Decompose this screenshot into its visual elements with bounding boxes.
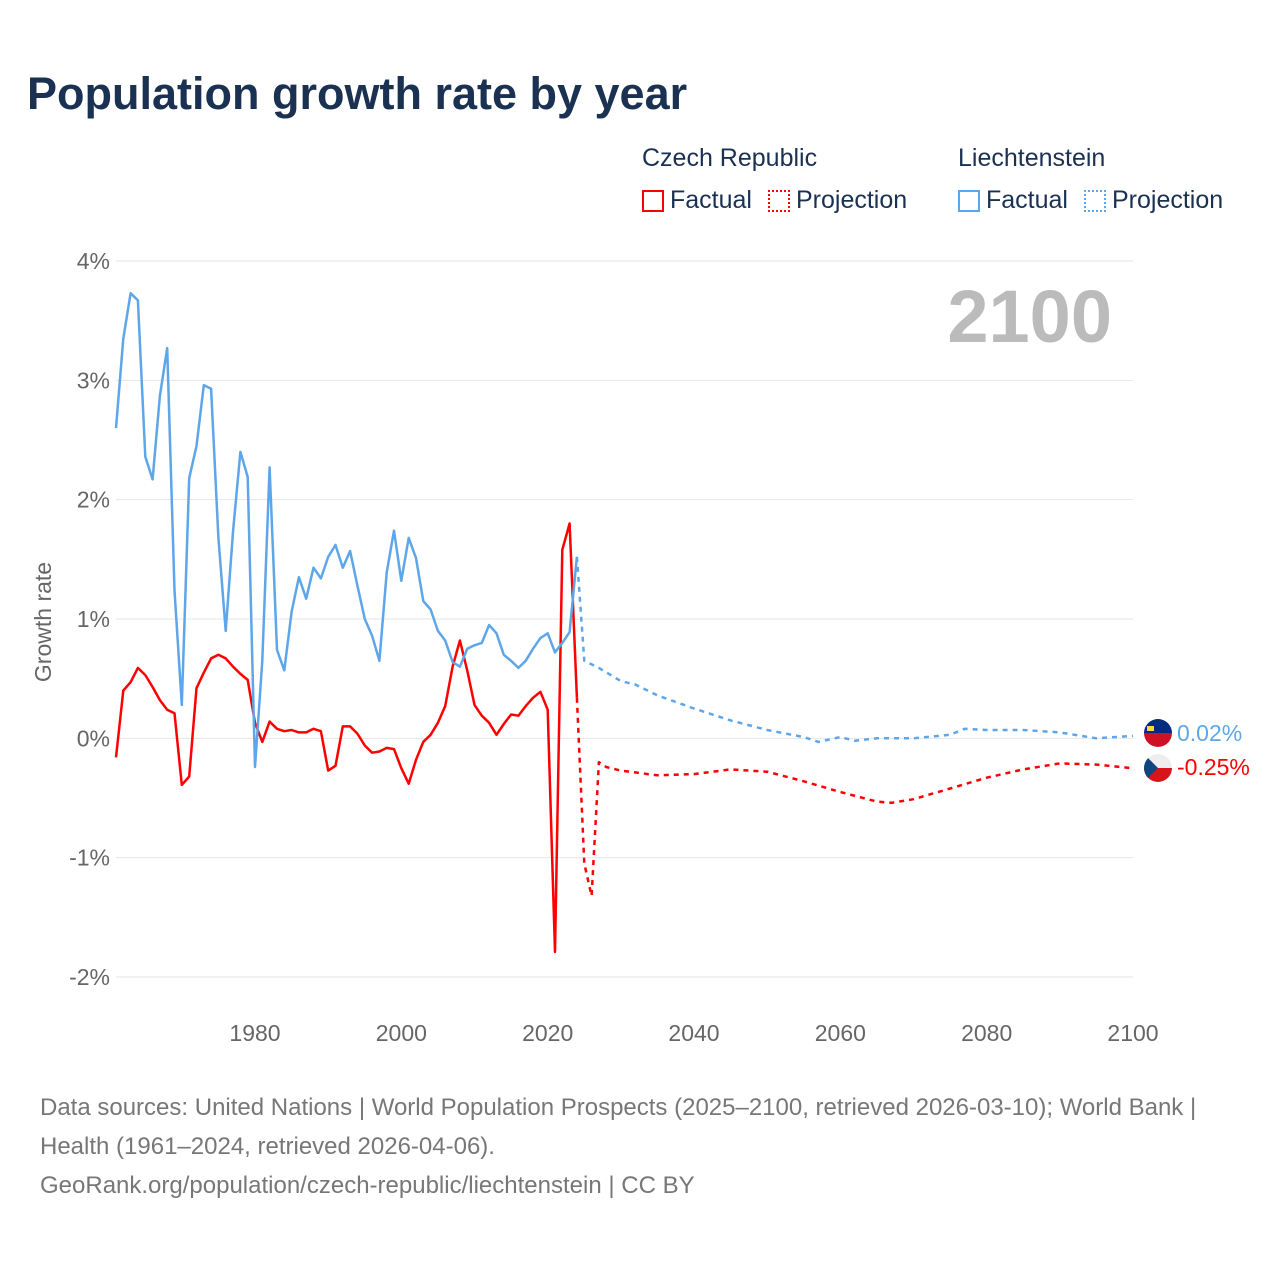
liechtenstein-end-label: 0.02% bbox=[1177, 720, 1242, 746]
legend-label: Factual bbox=[670, 186, 752, 214]
legend-label: Projection bbox=[1111, 186, 1224, 214]
x-tick-label: 2000 bbox=[376, 1020, 427, 1046]
liechtenstein-flag-icon bbox=[1144, 719, 1172, 747]
x-tick-label: 2040 bbox=[668, 1020, 719, 1046]
x-tick-label: 2100 bbox=[1107, 1020, 1158, 1046]
y-tick-label: -1% bbox=[69, 845, 110, 871]
solid-swatch-icon bbox=[958, 189, 980, 212]
x-tick-label: 2060 bbox=[815, 1020, 866, 1046]
czech-republic-projection-line bbox=[575, 697, 1134, 898]
legend-label: Projection bbox=[795, 186, 908, 214]
liechtenstein-factual-line bbox=[114, 291, 579, 769]
legend-group-liechtenstein: Liechtenstein Factual Projection bbox=[958, 144, 1223, 215]
y-tick-label: 2% bbox=[77, 487, 110, 513]
legend-liechtenstein-projection[interactable]: Projection bbox=[1083, 186, 1224, 215]
czech-flag-icon bbox=[1144, 754, 1172, 782]
legend-label: Factual bbox=[986, 186, 1068, 214]
legend-liechtenstein-title: Liechtenstein bbox=[958, 144, 1106, 172]
legend-czech-factual[interactable]: Factual bbox=[642, 186, 752, 215]
czech-republic-factual-line bbox=[114, 522, 579, 954]
data-sources: Data sources: United Nations | World Pop… bbox=[40, 1094, 1197, 1160]
legend-czech-title: Czech Republic bbox=[642, 144, 818, 172]
year-watermark: 2100 bbox=[947, 275, 1112, 358]
y-axis-label: Growth rate bbox=[30, 562, 56, 682]
y-tick-label: 3% bbox=[77, 367, 110, 393]
czech-end-label: -0.25% bbox=[1177, 754, 1250, 780]
y-tick-label: -2% bbox=[69, 964, 110, 990]
y-tick-label: 0% bbox=[77, 725, 110, 751]
dotted-swatch-icon bbox=[1083, 189, 1106, 212]
y-tick-label: 4% bbox=[77, 248, 110, 274]
credit-link[interactable]: GeoRank.org/population/czech-republic/li… bbox=[40, 1172, 695, 1199]
solid-swatch-icon bbox=[642, 189, 664, 212]
legend-group-czech: Czech Republic Factual Projection bbox=[642, 144, 907, 215]
x-tick-label: 2020 bbox=[522, 1020, 573, 1046]
dotted-swatch-icon bbox=[767, 189, 790, 212]
legend-czech-projection[interactable]: Projection bbox=[767, 186, 908, 215]
legend-liechtenstein-factual[interactable]: Factual bbox=[958, 186, 1068, 215]
chart-title: Population growth rate by year bbox=[27, 68, 688, 119]
y-tick-label: 1% bbox=[77, 606, 110, 632]
liechtenstein-projection-line bbox=[575, 556, 1134, 744]
footer: Data sources: United Nations | World Pop… bbox=[40, 1088, 1240, 1205]
x-tick-label: 1980 bbox=[229, 1020, 280, 1046]
x-tick-label: 2080 bbox=[961, 1020, 1012, 1046]
